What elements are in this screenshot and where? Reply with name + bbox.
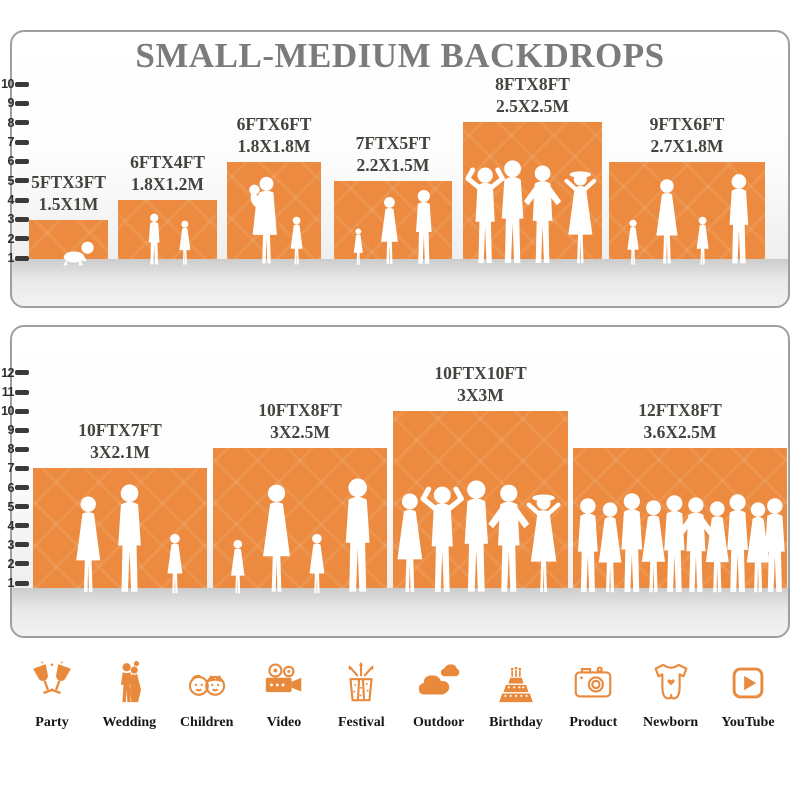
person-silhouette-man <box>335 477 380 595</box>
category-label: Party <box>35 715 69 730</box>
size-ft: 7FTX5FT <box>355 133 431 154</box>
backdrop-size-label: 10FTX8FT 3X2.5M <box>258 400 342 443</box>
size-m: 3.6X2.5M <box>643 421 717 442</box>
backdrop-size-label: 8FTX8FT 2.5X2.5M <box>495 74 570 117</box>
size-m: 1.5X1M <box>38 193 99 214</box>
person-silhouette-man <box>144 213 164 266</box>
size-ft: 6FTX4FT <box>130 152 205 173</box>
category-label: Festival <box>337 715 385 730</box>
category-wedding: Wedding <box>93 660 165 731</box>
size-ft: 6FTX6FT <box>236 114 312 135</box>
person-silhouette-man <box>721 173 757 266</box>
category-label: Wedding <box>102 715 157 730</box>
person-silhouette-woman <box>305 533 329 595</box>
party-icon <box>29 660 75 706</box>
category-label: Newborn <box>643 715 699 730</box>
person-silhouette-woman <box>176 220 194 266</box>
category-label: Outdoor <box>412 715 465 730</box>
person-silhouette-woman <box>163 533 187 595</box>
backdrop-rect <box>29 220 108 259</box>
wedding-icon <box>106 660 152 706</box>
size-ft: 10FTX7FT <box>78 420 162 441</box>
product-icon <box>570 660 616 706</box>
floor <box>12 588 788 636</box>
category-label: Children <box>179 715 234 730</box>
category-row: Party Wedding Children Video Festival Outdoor… <box>0 660 800 731</box>
size-ft: 10FTX8FT <box>258 400 342 421</box>
person-silhouette-woman <box>376 196 403 266</box>
children-icon <box>184 660 230 706</box>
size-ft: 9FTX6FT <box>649 114 725 135</box>
size-ft: 8FTX8FT <box>495 74 570 95</box>
backdrop-rect <box>334 181 452 259</box>
size-m: 3X2.1M <box>90 441 150 462</box>
size-m: 3X2.5M <box>270 421 330 442</box>
backdrop-rect <box>118 200 217 259</box>
panel-bottom: 10FTX7FT 3X2.1M 10FTX8FT 3X2.5M 10FTX10FT 3X3… <box>10 325 790 638</box>
category-youtube: YouTube <box>712 660 784 731</box>
person-silhouette-woman <box>227 539 249 595</box>
backdrop-rect <box>33 468 207 588</box>
size-m: 2.2X1.5M <box>356 154 430 175</box>
newborn-icon <box>648 660 694 706</box>
size-ft: 12FTX8FT <box>638 400 722 421</box>
size-m: 3X3M <box>457 384 504 405</box>
person-silhouette-woman <box>650 178 684 266</box>
category-label: YouTube <box>721 715 775 730</box>
category-label: Video <box>266 715 302 730</box>
size-m: 2.7X1.8M <box>650 135 724 156</box>
backdrop-size-label: 7FTX5FT 2.2X1.5M <box>356 133 431 176</box>
category-outdoor: Outdoor <box>403 660 475 731</box>
person-silhouette-woman <box>69 495 107 595</box>
size-ft: 10FTX10FT <box>434 363 527 384</box>
backdrop-size-label: 10FTX10FT 3X3M <box>434 363 526 406</box>
birthday-icon <box>493 660 539 706</box>
category-festival: Festival <box>325 660 397 731</box>
backdrop-group-top: 5FTX3FT 1.5X1M 6FTX4FT 1.8X1.2M 6FTX6FT 1.8X1… <box>12 32 788 306</box>
page-title: SMALL-MEDIUM BACKDROPS <box>135 36 665 75</box>
category-children: Children <box>171 660 243 731</box>
backdrop-size-label: 6FTX6FT 1.8X1.8M <box>237 114 312 157</box>
person-silhouette-man <box>108 483 151 595</box>
person-silhouette-momb <box>244 176 284 266</box>
person-silhouette-man <box>756 497 790 595</box>
category-video: Video <box>248 660 320 731</box>
backdrop-group-bottom: 10FTX7FT 3X2.1M 10FTX8FT 3X2.5M 10FTX10FT 3X3… <box>12 327 788 636</box>
person-silhouette-baby <box>58 239 97 266</box>
backdrop-size-label: 9FTX6FT 2.7X1.8M <box>650 114 725 157</box>
size-m: 1.8X1.8M <box>237 135 311 156</box>
person-silhouette-woman <box>351 228 366 266</box>
backdrop-size-label: 10FTX7FT 3X2.1M <box>78 420 162 463</box>
size-m: 1.8X1.2M <box>131 173 204 194</box>
floor <box>12 259 788 306</box>
size-m: 2.5X2.5M <box>496 95 569 116</box>
youtube-icon <box>725 660 771 706</box>
category-label: Birthday <box>489 715 543 730</box>
person-silhouette-man <box>409 189 439 266</box>
category-birthday: Birthday <box>480 660 552 731</box>
backdrop-size-label: 5FTX3FT 1.5X1M <box>31 172 106 215</box>
panel-top: SMALL-MEDIUM BACKDROPS 5FTX3FT 1.5X1M 6FTX… <box>10 30 790 308</box>
person-silhouette-hat <box>522 491 565 595</box>
size-ft: 5FTX3FT <box>31 172 106 193</box>
outdoor-icon <box>416 660 462 706</box>
person-silhouette-woman <box>693 216 712 266</box>
festival-icon <box>338 660 384 706</box>
person-silhouette-hat <box>560 168 601 266</box>
person-silhouette-woman <box>287 216 306 266</box>
video-icon <box>261 660 307 706</box>
backdrop-size-label: 6FTX4FT 1.8X1.2M <box>130 152 205 195</box>
category-product: Product <box>557 660 629 731</box>
person-silhouette-woman <box>255 483 298 595</box>
backdrop-size-label: 12FTX8FT 3.6X2.5M <box>638 400 722 443</box>
category-party: Party <box>16 660 88 731</box>
person-silhouette-woman <box>624 219 642 266</box>
category-label: Product <box>569 715 618 730</box>
category-newborn: Newborn <box>635 660 707 731</box>
